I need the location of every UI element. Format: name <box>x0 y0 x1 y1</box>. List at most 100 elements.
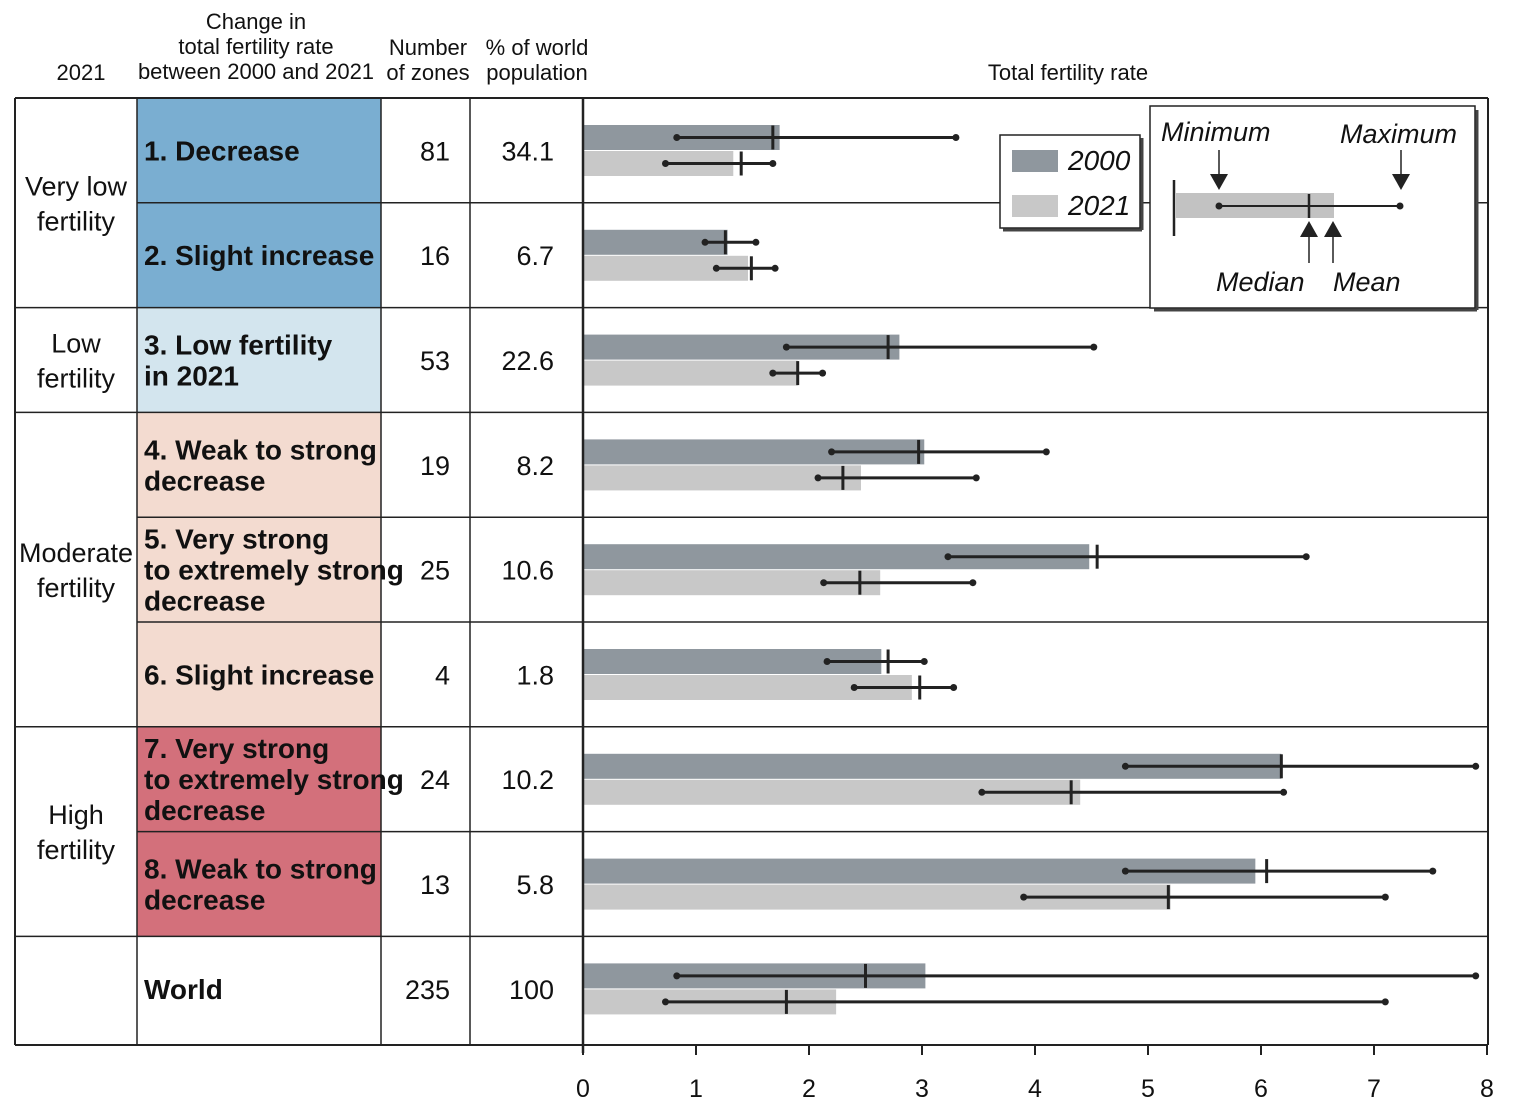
minimum-point <box>1121 867 1129 875</box>
maximum-point <box>1302 553 1310 561</box>
header-zones-line: Number <box>389 35 467 60</box>
zones-value: 13 <box>420 870 450 900</box>
maximum-point <box>1381 893 1389 901</box>
minimum-point <box>782 343 790 351</box>
maximum-point <box>1090 343 1098 351</box>
minimum-point <box>944 553 952 561</box>
population-value: 6.7 <box>516 241 554 271</box>
minimum-point <box>673 972 681 980</box>
category-label-line: World <box>144 974 223 1005</box>
category-label-line: 6. Slight increase <box>144 659 374 690</box>
zones-value: 4 <box>435 660 450 690</box>
category-label-line: 8. Weak to strong <box>144 854 377 885</box>
population-value: 8.2 <box>516 451 554 481</box>
legend-swatch-2021 <box>1012 195 1058 217</box>
minimum-point <box>978 788 986 796</box>
maximum-point <box>1381 998 1389 1006</box>
zones-value: 235 <box>405 975 450 1005</box>
category-cell <box>137 831 381 937</box>
key-minimum-arrow-head <box>1210 174 1228 190</box>
legend-label-2000: 2000 <box>1067 145 1131 176</box>
minimum-point <box>1121 762 1129 770</box>
key-maximum-arrow-head <box>1392 174 1410 190</box>
zones-value: 81 <box>420 136 450 166</box>
group-label-line: fertility <box>37 835 116 865</box>
x-tick-label: 7 <box>1367 1075 1381 1103</box>
maximum-point <box>769 160 777 167</box>
category-cell <box>137 726 381 832</box>
maximum-point <box>1429 867 1437 875</box>
zones-value: 25 <box>420 556 450 586</box>
maximum-point <box>969 579 977 587</box>
minimum-point <box>814 474 822 482</box>
maximum-point <box>972 474 980 482</box>
zones-value: 53 <box>420 346 450 376</box>
x-tick-label: 2 <box>802 1075 816 1103</box>
group-label-line: High <box>48 800 104 830</box>
key-median-arrow-head <box>1300 221 1318 237</box>
header-zones-line: of zones <box>386 60 469 85</box>
group-label-line: fertility <box>37 206 116 236</box>
category-label-line: 3. Low fertility <box>144 330 333 361</box>
category-cell <box>137 307 381 413</box>
category-label-line: 5. Very strong <box>144 524 329 555</box>
x-tick-label: 4 <box>1028 1075 1042 1103</box>
group-label-line: Low <box>51 329 101 359</box>
table-text: Very low fertility Low fertility Moderate fer… <box>19 135 554 1004</box>
zones-value: 24 <box>420 765 450 795</box>
legend: 2000 2021 <box>999 134 1144 232</box>
minimum-point <box>828 448 836 456</box>
category-cell <box>137 412 381 518</box>
x-tick-label: 6 <box>1254 1075 1268 1103</box>
legend-swatch-2000 <box>1012 150 1058 172</box>
population-value: 5.8 <box>516 870 554 900</box>
group-label-line: Moderate <box>19 538 133 568</box>
group-label-line: fertility <box>37 364 116 394</box>
key-mean-label: Mean <box>1333 267 1401 297</box>
minimum-point <box>712 264 720 272</box>
maximum-point <box>1042 448 1050 456</box>
category-label-line: decrease <box>144 465 265 496</box>
category-label-line: decrease <box>144 795 265 826</box>
x-tick-label: 3 <box>915 1075 929 1103</box>
maximum-point <box>920 658 928 665</box>
category-cell <box>137 936 381 1042</box>
category-label-line: 7. Very strong <box>144 733 329 764</box>
x-tick-label: 8 <box>1480 1075 1494 1103</box>
minimum-point <box>661 998 669 1006</box>
maximum-point <box>950 684 958 691</box>
header-population-line: population <box>486 60 588 85</box>
population-value: 34.1 <box>501 136 554 166</box>
key-mean-arrow-head <box>1324 221 1342 237</box>
maximum-point <box>1472 972 1480 980</box>
key-median-label: Median <box>1216 267 1305 297</box>
key-maximum-label: Maximum <box>1340 119 1457 149</box>
zones-value: 16 <box>420 241 450 271</box>
minimum-point <box>820 579 828 587</box>
group-label-line: Very low <box>25 171 128 201</box>
minimum-point <box>823 658 831 665</box>
header-change-line: Change in <box>206 9 306 34</box>
category-label-line: decrease <box>144 885 265 916</box>
minimum-point <box>701 238 709 246</box>
population-value: 10.2 <box>501 765 554 795</box>
minimum-point <box>661 160 669 167</box>
category-label-line: 2. Slight increase <box>144 240 374 271</box>
maximum-point <box>771 264 779 272</box>
minimum-point <box>769 369 777 377</box>
maximum-point <box>1472 762 1480 770</box>
header-change-line: total fertility rate <box>178 34 333 59</box>
category-cell <box>137 517 381 622</box>
key-minimum-point <box>1215 202 1223 210</box>
population-value: 1.8 <box>516 660 554 690</box>
population-value: 100 <box>509 975 554 1005</box>
header-tfr: Total fertility rate <box>988 60 1148 85</box>
group-label-line: fertility <box>37 573 116 603</box>
x-tick-label: 0 <box>576 1075 590 1103</box>
category-label-line: to extremely strong <box>144 555 404 586</box>
header-change-line: between 2000 and 2021 <box>138 59 374 84</box>
minimum-point <box>1020 893 1028 901</box>
header-population-line: % of world <box>486 35 589 60</box>
category-label-line: decrease <box>144 586 265 617</box>
